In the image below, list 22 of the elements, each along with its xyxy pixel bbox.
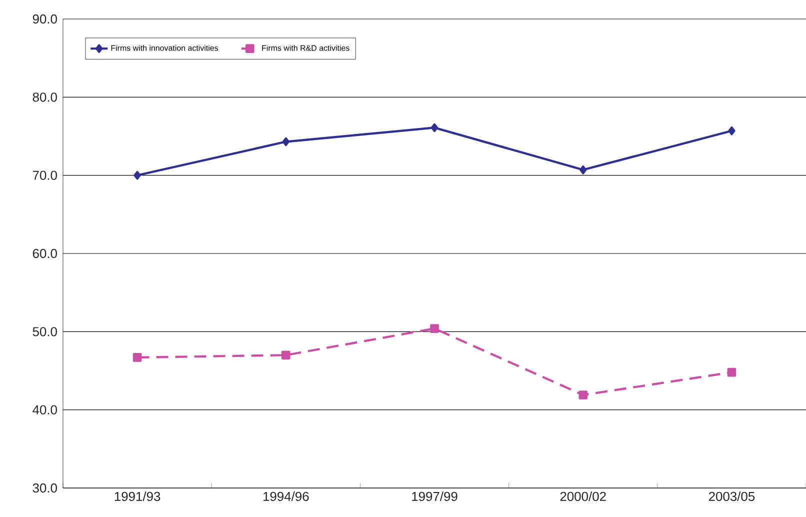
y-tick-label: 50.0 [32, 327, 57, 336]
point [132, 353, 142, 362]
y-tick-label: 40.0 [32, 405, 57, 414]
x-tick-label: 1997/99 [412, 492, 458, 502]
point [282, 137, 290, 146]
point [430, 123, 438, 132]
point [134, 170, 141, 180]
point [282, 350, 290, 360]
point [578, 390, 588, 400]
point [727, 368, 736, 377]
y-tick-label: 30.0 [32, 483, 57, 493]
x-tick-label: 2000/02 [560, 492, 606, 502]
point [430, 324, 439, 333]
x-tick-label: 1994/96 [263, 492, 309, 502]
x-tick-label: 1991/93 [114, 492, 160, 502]
x-tick-label: 2003/05 [708, 492, 755, 502]
y-tick-label: 60.0 [32, 248, 57, 258]
y-tick-label: 90.0 [32, 14, 57, 24]
point [728, 126, 736, 136]
y-tick-label: 80.0 [32, 92, 57, 102]
y-tick-label: 70.0 [32, 170, 57, 180]
point [580, 165, 587, 174]
